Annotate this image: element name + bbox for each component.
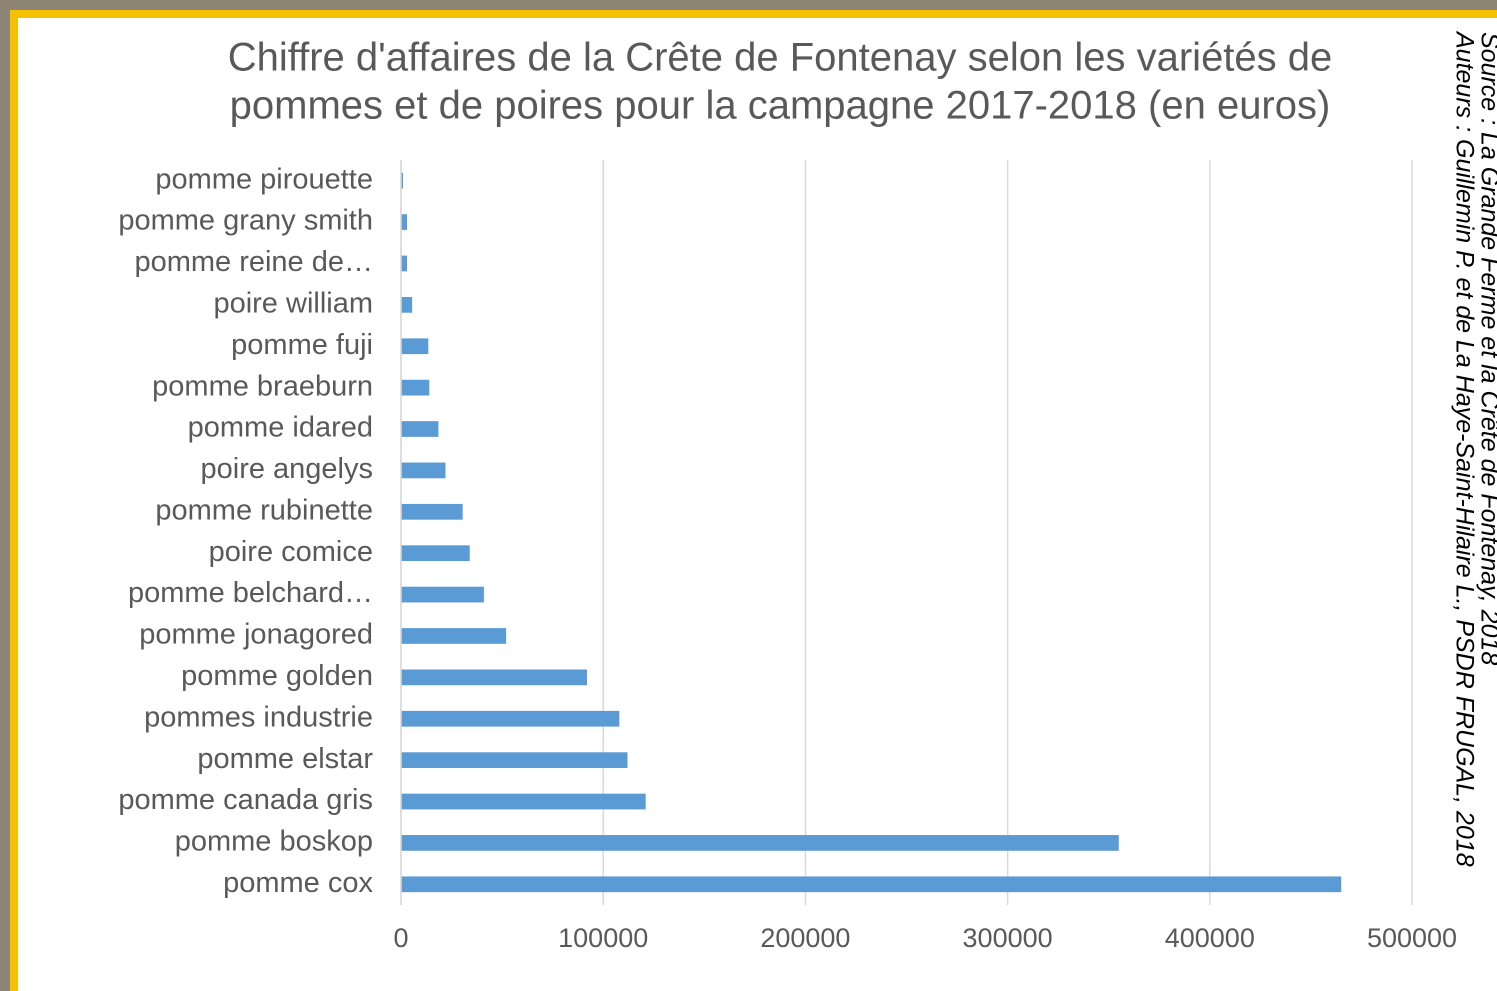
bar (401, 503, 463, 520)
bar (401, 172, 404, 189)
y-tick-label: pomme belchard… (128, 577, 373, 609)
bar (401, 710, 620, 727)
bar (401, 545, 470, 562)
y-tick-label: pomme canada gris (118, 784, 373, 816)
bar (401, 214, 408, 230)
y-tick-label: poire comice (209, 536, 373, 568)
bar (401, 379, 430, 396)
x-tick-label: 0 (393, 923, 408, 953)
bar (401, 876, 1342, 893)
x-tick-label: 300000 (963, 923, 1053, 953)
bar (401, 421, 439, 437)
y-tick-label: pomme grany smith (118, 205, 373, 237)
chart-title: pommes et de poires pour la campagne 201… (230, 84, 1331, 128)
y-tick-label: pomme elstar (197, 743, 373, 775)
y-tick-label: pomme pirouette (155, 163, 373, 195)
bar (401, 628, 507, 644)
source-note: Source : La Grande Ferme et la Crête de … (1475, 32, 1497, 665)
y-tick-label: pomme jonagored (139, 619, 373, 651)
x-tick-label: 100000 (558, 923, 648, 953)
chart-title: Chiffre d'affaires de la Crête de Fonten… (228, 36, 1333, 80)
author-note: Auteurs : Guillemin P. et de La Haye-Sai… (1450, 30, 1478, 867)
bar (401, 296, 413, 313)
y-tick-label: pomme rubinette (155, 494, 373, 526)
bar (401, 586, 484, 603)
y-tick-label: pomme golden (181, 660, 373, 692)
bar (401, 793, 646, 810)
bar (401, 835, 1119, 851)
y-tick-label: poire angelys (201, 453, 374, 485)
y-tick-label: poire william (213, 288, 373, 320)
y-tick-label: pomme fuji (231, 329, 373, 361)
y-tick-label: pomme idared (188, 412, 373, 444)
bar (401, 752, 628, 769)
bar (401, 669, 588, 686)
y-tick-label: pomme boskop (175, 826, 373, 858)
x-tick-label: 200000 (760, 923, 850, 953)
x-tick-label: 400000 (1165, 923, 1255, 953)
bar (401, 338, 429, 355)
x-tick-label: 500000 (1367, 923, 1457, 953)
y-tick-label: pomme reine de… (134, 246, 373, 278)
bar (401, 255, 408, 272)
y-tick-label: pomme cox (223, 867, 373, 899)
y-tick-label: pommes industrie (144, 701, 373, 733)
y-tick-label: pomme braeburn (152, 370, 373, 402)
bar (401, 462, 446, 479)
chart-panel (10, 10, 1497, 991)
